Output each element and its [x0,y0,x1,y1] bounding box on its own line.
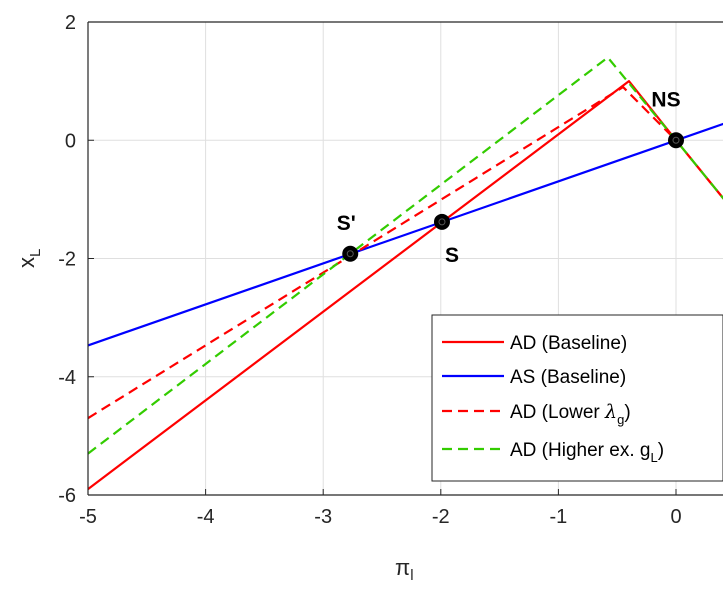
point-marker-ring-1 [346,250,354,258]
x-tick-label: -1 [550,506,568,528]
x-axis-label: πl [395,555,414,584]
point-marker-ring-3 [672,136,680,144]
legend-label-2: AS (Baseline) [510,367,626,388]
point-marker-1 [342,245,359,262]
tick-labels: -5 -4 -3 -2 -1 0 -6 -4 -2 0 2 [58,12,681,528]
x-tick-label: -4 [197,506,215,528]
y-axis-label: xL [14,249,44,268]
y-tick-label: 0 [65,130,76,152]
y-tick-label: -4 [58,367,76,389]
legend: AD (Baseline) AS (Baseline) AD (Lower λg) A… [431,314,723,482]
point-marker-3 [668,132,684,149]
y-tick-label: -6 [58,485,76,507]
legend-label-1: AD (Baseline) [510,333,627,354]
point-label-3: NS [651,88,680,111]
legend-label-3: AD (Lower λg) [510,401,631,427]
x-tick-label: -3 [314,506,332,528]
axes [87,21,723,496]
x-tick-label: 0 [670,506,681,528]
legend-label-4: AD (Higher ex. gL) [510,440,664,465]
point-label-1: S' [337,212,356,235]
series-line-2 [88,122,723,347]
point-label-2: S [445,244,459,267]
x-tick-label: -5 [79,506,97,528]
point-marker-2 [433,213,450,230]
point-marker-ring-2 [438,218,446,226]
points-group: S' S NS [337,88,684,267]
x-tick-label: -2 [432,506,450,528]
y-tick-label: -2 [58,249,76,271]
y-tick-label: 2 [65,12,76,34]
